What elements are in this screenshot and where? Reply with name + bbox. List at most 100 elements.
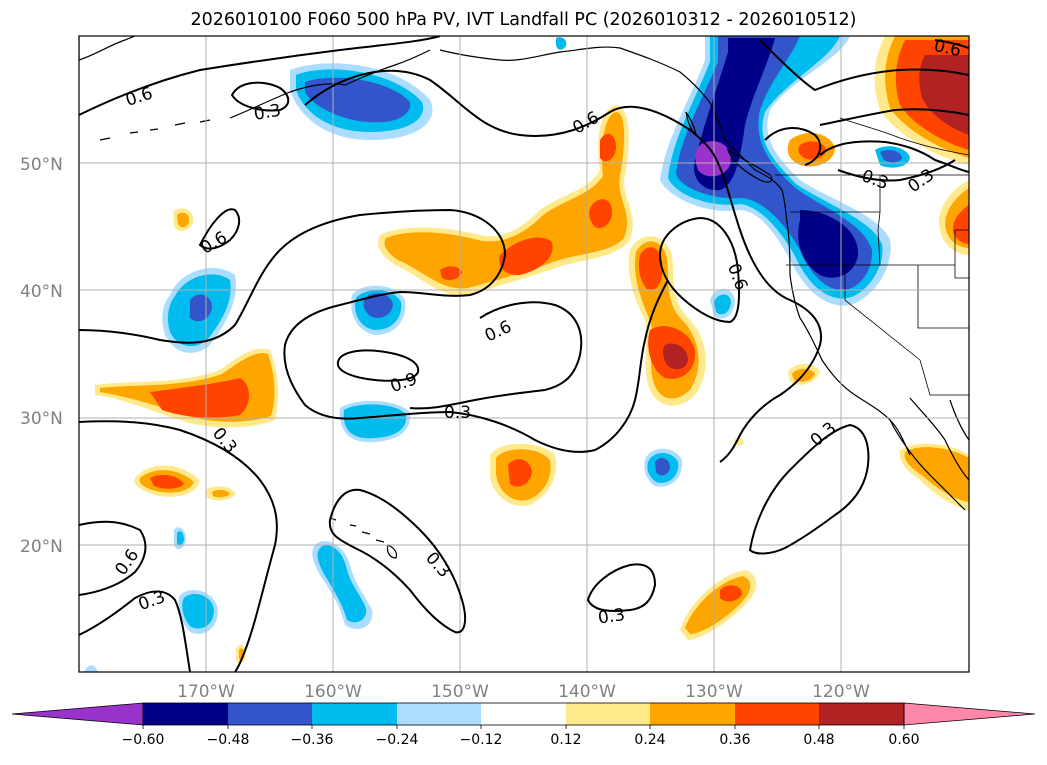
colorbar-segment	[735, 703, 819, 725]
pv-contour	[759, 39, 969, 92]
colorbar-tick-label: −0.12	[460, 732, 503, 748]
colorbar-segment	[228, 703, 312, 725]
boundary-utah	[954, 229, 969, 279]
anomaly-blob-small	[720, 585, 742, 602]
anomaly-blob-small	[212, 489, 230, 498]
lon-label-140w: 140°W	[558, 682, 616, 702]
pv-contour	[819, 108, 969, 126]
colorbar-tick-label: 0.60	[888, 732, 919, 748]
pv-contour	[198, 208, 241, 250]
pv-contour	[328, 488, 467, 634]
anomaly-blob-small	[177, 212, 190, 228]
anomaly-blob-midlat-band	[589, 199, 612, 229]
pv-contour	[79, 590, 191, 672]
anomaly-fill-layer	[84, 36, 969, 672]
anomaly-blob-midlat-band	[440, 266, 462, 280]
anomaly-blob-west-30n	[150, 378, 249, 418]
coastline-alaska-peninsula	[229, 49, 431, 119]
coastline-baja	[889, 419, 966, 511]
pv-contour	[230, 81, 290, 112]
coastline-west-us	[724, 139, 911, 456]
anomaly-blob-east-edge	[952, 205, 969, 244]
colorbar-segment	[312, 703, 397, 725]
anomaly-blob-negative	[714, 294, 731, 315]
colorbar: −0.60 −0.48 −0.36 −0.24 −0.12 0.12 0.24 0.36 0.4…	[11, 702, 1036, 748]
lat-label-30n: 30°N	[20, 409, 63, 429]
pv-contour	[79, 36, 441, 116]
anomaly-blob-small	[150, 474, 184, 489]
anomaly-blob-negative	[317, 545, 367, 623]
colorbar-tick-label: 0.12	[550, 732, 581, 748]
lon-label-170w: 170°W	[177, 682, 235, 702]
pv-contour-layer	[79, 36, 969, 672]
pv-contour	[748, 423, 870, 555]
lat-label-40n: 40°N	[20, 282, 63, 302]
anomaly-blob-small	[508, 459, 532, 487]
map-title: 2026010100 F060 500 hPa PV, IVT Landfall…	[190, 10, 857, 30]
lon-label-160w: 160°W	[304, 682, 362, 702]
pv-contour	[79, 208, 669, 453]
coastline-vancouver-island	[726, 148, 773, 183]
anomaly-blob-bc	[880, 149, 902, 163]
colorbar-tick-label: 0.36	[719, 732, 750, 748]
boundary-arizona	[919, 359, 969, 396]
pv-contour	[819, 140, 969, 173]
colorbar-tick-label: 0.48	[803, 732, 834, 748]
lon-label-130w: 130°W	[685, 682, 743, 702]
coastline-mexico	[949, 399, 969, 441]
longitude-labels: 170°W 160°W 150°W 140°W 130°W 120°W	[177, 682, 870, 702]
anomaly-blob-negative	[84, 665, 98, 672]
coastline-aleutians	[99, 119, 211, 141]
colorbar-extend-max	[903, 702, 1036, 726]
pv-contour	[79, 520, 147, 596]
anomaly-blob-135w	[663, 343, 688, 370]
anomaly-blob-negative	[343, 404, 407, 439]
colorbar-segment	[481, 703, 566, 725]
map-background	[79, 36, 969, 672]
colorbar-tick-label: −0.24	[376, 732, 419, 748]
anomaly-blob-northeast	[919, 55, 969, 135]
pv-contour	[79, 420, 278, 672]
anomaly-blob-small	[904, 447, 969, 502]
pv-contour	[586, 563, 657, 612]
anomaly-blob-gulf-alaska	[305, 77, 411, 123]
pv-contour	[837, 159, 956, 182]
anomaly-blob-negative	[556, 37, 567, 50]
colorbar-segment	[819, 703, 904, 725]
colorbar-tick-label: −0.60	[122, 732, 165, 748]
colorbar-tick-label: 0.24	[634, 732, 665, 748]
pv-contour	[934, 39, 969, 49]
gridline-layer	[79, 36, 969, 672]
boundary-layer	[775, 174, 969, 396]
pv-contour	[409, 301, 583, 410]
anomaly-blob-negative	[655, 458, 670, 476]
anomaly-blob-midlat-band	[499, 237, 553, 276]
colorbar-extend-min	[11, 702, 144, 726]
anomaly-blob-pnw	[798, 210, 859, 278]
pv-contour	[764, 127, 822, 166]
contour-label: 0.3	[252, 101, 282, 125]
lon-label-150w: 150°W	[431, 682, 489, 702]
anomaly-blob-midlat-band	[600, 133, 616, 162]
pv-contour	[336, 349, 420, 382]
boundary-nevada-east	[917, 265, 969, 329]
anomaly-blob-midlat-band	[384, 112, 628, 289]
canada-boundary	[839, 117, 969, 156]
latitude-labels: 50°N 40°N 30°N 20°N	[20, 155, 63, 557]
lon-label-120w: 120°W	[812, 682, 870, 702]
anomaly-blob-negative	[177, 531, 184, 546]
colorbar-tick-label: −0.48	[207, 732, 250, 748]
anomaly-blob-negative	[363, 293, 393, 318]
lat-label-50n: 50°N	[20, 155, 63, 175]
colorbar-segment	[397, 703, 481, 725]
colorbar-segment	[143, 703, 228, 725]
colorbar-segment	[650, 703, 735, 725]
colorbar-tick-label: −0.36	[291, 732, 334, 748]
lat-label-20n: 20°N	[20, 537, 63, 557]
canada-boundary-line	[839, 117, 969, 156]
map-frame	[78, 35, 970, 673]
colorbar-segment	[566, 703, 650, 725]
coastline-alaska-south	[439, 46, 726, 141]
pv-contour	[713, 154, 823, 463]
